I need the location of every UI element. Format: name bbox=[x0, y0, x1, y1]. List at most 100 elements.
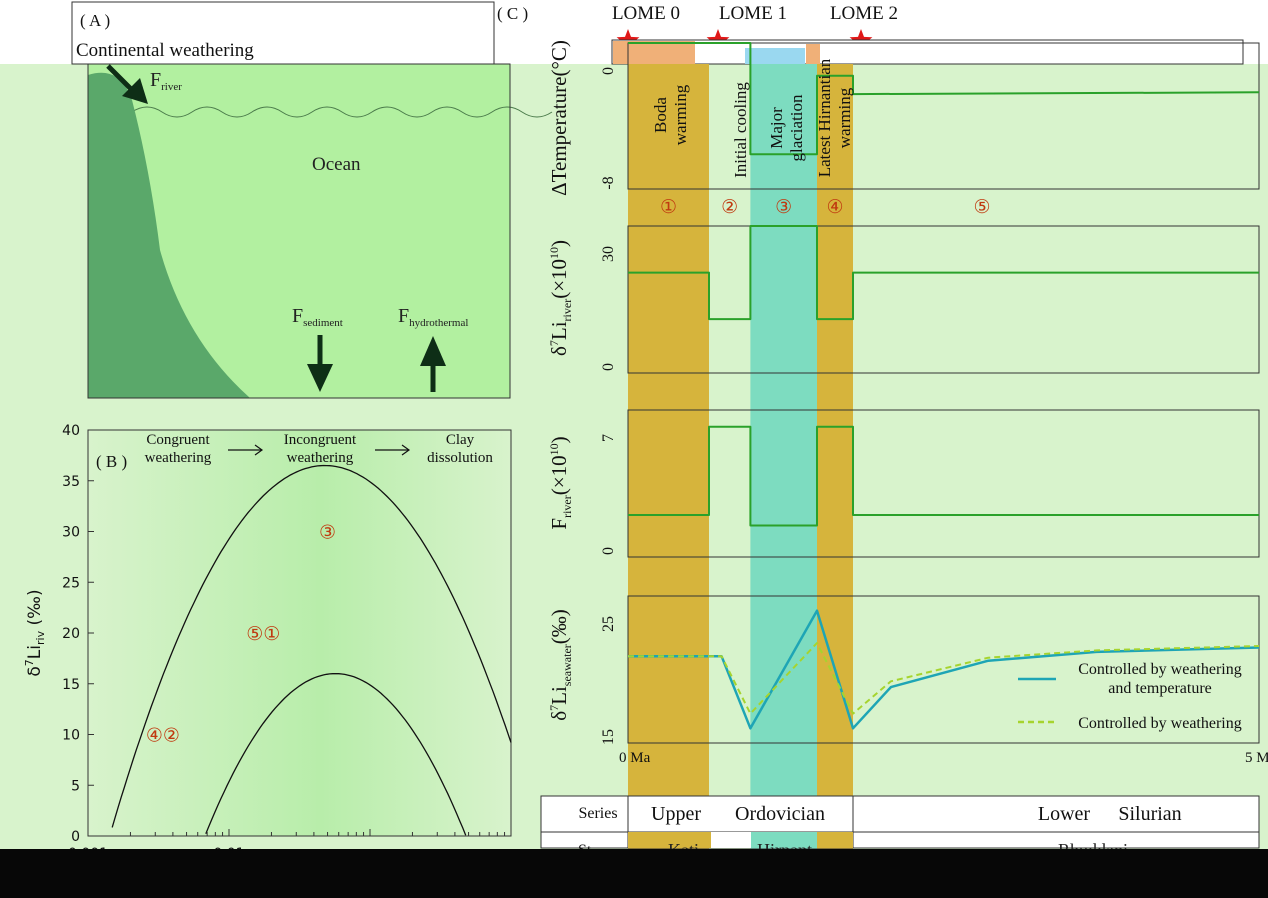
stage-number: ⑤ bbox=[973, 197, 990, 218]
panel-b-y-axis: 0 5 10 15 20 25 30 35 40 bbox=[62, 423, 94, 845]
series-header: Series bbox=[578, 805, 617, 822]
series-upper: Upper bbox=[651, 803, 701, 825]
li-seawater-axis-title: δ7Liseawater(‰) bbox=[547, 609, 574, 721]
interval-label-line1: Latest Hirnantian bbox=[815, 58, 834, 177]
regime-label-line1: Incongruent bbox=[284, 432, 357, 448]
panel-b-regime-labels: Congruent weathering Incongruent weathering… bbox=[145, 432, 494, 466]
outer-curve bbox=[111, 464, 512, 828]
legend-label-weathering-temperature: Controlled by weathering and temperature bbox=[1078, 661, 1242, 697]
sediment-flux-arrow bbox=[307, 335, 333, 392]
panel-c-frame-temperature bbox=[627, 42, 1260, 190]
curve-f_river bbox=[628, 425, 1259, 527]
panel-b-y-tick-label: 15 bbox=[62, 677, 80, 693]
f-river-label: Friver bbox=[150, 69, 182, 93]
curve-li_seawater bbox=[628, 609, 1260, 730]
panel-b-stage-marker: ③ bbox=[319, 523, 336, 544]
interval-label-line1: Major bbox=[767, 107, 786, 149]
regime-label-line2: weathering bbox=[287, 450, 354, 466]
model-curves bbox=[628, 42, 1260, 730]
interval-label-line1: Boda bbox=[651, 97, 670, 133]
lome-event-label: LOME 0 bbox=[612, 3, 680, 24]
curve-li_river bbox=[628, 225, 1259, 321]
series-lower: Lower bbox=[1038, 803, 1091, 825]
regime-label-line1: Congruent bbox=[146, 432, 210, 448]
interval-label-line1: Initial cooling bbox=[731, 82, 750, 178]
panel-c-frame-f_river bbox=[627, 409, 1260, 558]
panel-c-y-ticks: 0 -8 30 0 7 0 25 15 bbox=[600, 67, 617, 745]
interval-label-line2: warming bbox=[671, 84, 690, 145]
series-silurian: Silurian bbox=[1118, 803, 1181, 825]
hydrothermal-flux-arrow bbox=[420, 336, 446, 392]
panel-c-y-tick-min: -8 bbox=[600, 176, 617, 189]
regime-label-line1: Clay bbox=[446, 432, 475, 448]
interval-band bbox=[750, 64, 817, 849]
panel-a-label: ( A ) bbox=[80, 11, 110, 30]
regime-arrow-head bbox=[254, 444, 264, 456]
panel-b-y-tick-label: 30 bbox=[62, 525, 80, 541]
curve-li_seawater bbox=[628, 642, 1260, 715]
interval-label: Latest Hirnantian warming bbox=[815, 58, 854, 177]
regime-arrow-head bbox=[401, 444, 411, 456]
panel-c-y-tick-max: 30 bbox=[600, 246, 617, 262]
regime-label-line2: dissolution bbox=[427, 450, 493, 466]
panel-b-y-tick-label: 5 bbox=[71, 778, 80, 794]
f-river-axis-title: Friver(×1010) bbox=[547, 436, 574, 529]
panel-a: ( A ) Continental weathering Friver Ocea… bbox=[71, 1, 553, 399]
series-ordovician: Ordovician bbox=[735, 803, 825, 825]
panel-c-y-tick-max: 25 bbox=[600, 616, 617, 632]
interval-label: Major glaciation bbox=[767, 94, 806, 162]
interval-label: Initial cooling bbox=[731, 82, 750, 178]
panel-b-y-tick-label: 35 bbox=[62, 474, 80, 490]
panel-b-y-tick-label: 25 bbox=[62, 575, 80, 591]
panel-c-y-tick-min: 15 bbox=[600, 729, 617, 745]
stage-number: ④ bbox=[826, 197, 843, 218]
curve-temperature bbox=[628, 42, 1260, 156]
time-label-end: 5 Ma bbox=[1245, 750, 1268, 766]
panel-b-y-tick-label: 20 bbox=[62, 626, 80, 642]
panel-b-stage-marker: ⑤① bbox=[246, 624, 280, 645]
bottom-bar bbox=[0, 849, 1268, 898]
panel-c-frames bbox=[627, 42, 1260, 744]
regime-label-line2: weathering bbox=[145, 450, 212, 466]
inner-curve bbox=[205, 672, 467, 836]
f-sediment-label: Fsediment bbox=[292, 305, 343, 329]
panel-c-frame-li_river bbox=[627, 225, 1260, 374]
panel-a-title: Continental weathering bbox=[76, 40, 254, 61]
f-hydrothermal-label: Fhydrothermal bbox=[398, 305, 468, 329]
panel-c-frame-li_seawater bbox=[627, 595, 1260, 744]
interval-band bbox=[817, 64, 853, 849]
panel-b-y-axis-title: δ7Liriv (‰) bbox=[23, 589, 47, 676]
panel-b-label: ( B ) bbox=[96, 452, 127, 471]
panel-b-stage-marker: ④② bbox=[146, 726, 180, 747]
ocean-surface-wave bbox=[131, 106, 553, 118]
panel-b-y-tick-label: 40 bbox=[62, 423, 80, 439]
panel-b-plot-area bbox=[88, 430, 511, 836]
ocean-label: Ocean bbox=[312, 154, 361, 175]
interval-label-line2: warming bbox=[835, 87, 854, 148]
continent-land bbox=[88, 72, 250, 399]
interval-bands bbox=[628, 64, 853, 849]
lome-event-label: LOME 1 bbox=[719, 3, 787, 24]
panel-b-y-tick-label: 10 bbox=[62, 728, 80, 744]
panel-c-y-tick-min: 0 bbox=[600, 363, 617, 371]
temperature-axis-title: ΔTemperature(°C) bbox=[547, 40, 571, 196]
panel-c-label: ( C ) bbox=[497, 4, 528, 23]
stage-number: ③ bbox=[775, 197, 792, 218]
stage-number: ① bbox=[660, 197, 677, 218]
panel-c: ( C ) LOME 0 LOME 1 LOME 2 Boda warming Init… bbox=[497, 3, 1268, 860]
time-label-start: 0 Ma bbox=[619, 750, 651, 766]
strat-table: Series Upper Ordovician Lower Silurian S… bbox=[540, 795, 1260, 860]
panel-b-regime-arrows bbox=[228, 444, 411, 456]
panel-c-y-tick-min: 0 bbox=[600, 547, 617, 555]
river-flux-arrow bbox=[106, 64, 148, 104]
panel-b: ( B ) Congruent weathering Incongruent weat… bbox=[23, 423, 512, 862]
panel-c-y-tick-max: 7 bbox=[600, 434, 617, 442]
interval-labels: Boda warming Initial cooling Major glaciatio… bbox=[651, 58, 854, 178]
panel-c-y-tick-max: 0 bbox=[600, 67, 617, 75]
interval-label-line2: glaciation bbox=[787, 94, 806, 162]
interval-label: Boda warming bbox=[651, 84, 690, 145]
li-river-axis-title: δ7Liriver(×1010) bbox=[547, 240, 574, 356]
panel-b-stage-markers: ③ ⑤① ④② bbox=[146, 523, 336, 747]
interval-band bbox=[628, 64, 709, 849]
